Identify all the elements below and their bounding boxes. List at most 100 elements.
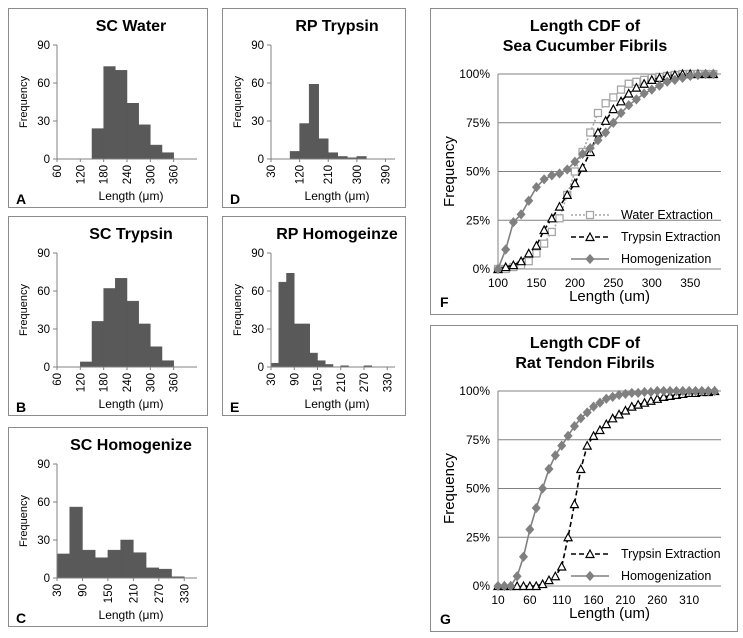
data-point-triangle [523,248,534,258]
x-tick-label: 250 [603,276,623,290]
y-tick-label: 75% [466,116,490,130]
x-axis-label: Length (μm) [99,608,164,622]
x-axis-label: Length (μm) [99,189,164,203]
y-tick-label: 60 [37,497,50,509]
histogram-bar [80,361,93,368]
data-point-diamond [524,195,534,206]
data-point-triangle [658,391,669,401]
data-point-diamond [576,413,586,424]
histogram-bar [115,278,128,368]
x-tick-label: 10 [491,593,505,607]
x-tick-label: 90 [289,373,301,386]
histogram-bar [120,539,134,579]
data-point-diamond [608,117,618,128]
x-tick-label: 210 [323,165,335,184]
data-point-square [624,79,633,88]
x-tick-label: 300 [352,165,364,184]
histogram-bar [126,300,139,368]
data-point-diamond [531,181,541,193]
histogram-bar [138,323,151,368]
chart-svg-a: SC Water 0 30 60 90 Frequency 60 120 180 240 300 36… [16,18,197,207]
y-tick-label: 100% [459,67,490,81]
data-point-square [601,99,610,108]
histogram-bar [91,128,104,160]
y-tick-label: 25% [466,530,490,544]
chart-panel-c: SC Homogenize 0 30 60 90 Frequency 30 90 150 210 2… [8,427,208,627]
data-point-square [570,167,580,176]
histogram-bar [309,352,318,368]
x-tick-label: 30 [52,584,64,597]
data-point-triangle [631,82,642,92]
data-point-triangle [554,201,565,211]
histogram-bar [82,549,96,579]
x-tick-label: 120 [295,165,307,184]
histogram-bar [103,66,116,160]
data-point-triangle [539,224,550,235]
y-tick-label: 75% [466,433,490,447]
y-tick-label: 90 [251,248,264,260]
data-point-triangle [600,115,611,125]
data-point-diamond [493,263,503,275]
chart-title: RP Homogeinze [276,226,398,243]
histogram-bar [91,321,104,368]
x-tick-label: 240 [122,165,134,184]
x-tick-label: 60 [523,593,537,607]
y-axis-label: Frequency [18,284,30,336]
histogram-bar [69,506,83,579]
data-point-diamond [578,148,588,160]
x-tick-label: 270 [359,373,371,392]
y-tick-label: 0% [473,262,491,276]
x-tick-label: 210 [336,373,348,392]
data-point-square [539,239,549,248]
histogram-bar [150,144,163,160]
y-tick-label: 30 [251,116,264,128]
x-tick-label: 150 [313,373,325,392]
y-axis-label: Frequency [232,76,244,128]
y-tick-label: 90 [37,248,50,260]
histogram-bar [327,152,339,160]
histogram-bar [299,123,310,160]
data-point-triangle [562,189,573,199]
chart-title: SC Water [96,18,167,35]
histogram-bar [286,273,295,368]
y-tick-label: 60 [251,78,264,90]
y-tick-label: 30 [37,116,50,128]
data-point-triangle [601,418,612,429]
histogram-bar [107,549,121,579]
data-point-triangle [563,531,574,542]
data-point-diamond [493,580,503,592]
x-tick-label: 200 [565,276,585,290]
panel-letter: D [230,191,240,207]
x-tick-label: 90 [77,584,89,597]
histogram-bar [301,323,310,368]
y-tick-label: 90 [37,40,50,52]
data-point-diamond [554,168,565,179]
y-tick-label: 0 [44,154,50,166]
data-point-diamond [563,430,573,441]
data-point-triangle [512,580,523,591]
x-tick-label: 150 [526,276,546,290]
data-point-diamond [640,386,650,398]
histogram-bar [289,151,300,160]
legend-label: Trypsin Extraction [621,230,721,244]
data-point-diamond [531,502,541,514]
histogram-bar [150,346,163,368]
histogram-bar [318,138,329,160]
chart-panel-b: SC Trypsin 0 30 60 90 Frequency 60 120 180 240 300… [8,216,208,416]
data-point-triangle [585,231,595,242]
data-point-diamond [518,551,529,562]
histogram-bar [161,360,174,368]
data-point-triangle [516,255,527,266]
data-point-square [524,257,533,266]
chart-title: Length CDF of [530,335,641,352]
data-point-diamond [662,76,672,87]
data-point-diamond [562,164,572,175]
data-point-triangle [585,548,595,559]
data-point-diamond [593,135,603,146]
y-tick-label: 30 [37,535,50,547]
y-tick-label: 0 [44,573,50,585]
chart-title: SC Trypsin [89,226,173,243]
y-tick-label: 0 [44,362,50,374]
